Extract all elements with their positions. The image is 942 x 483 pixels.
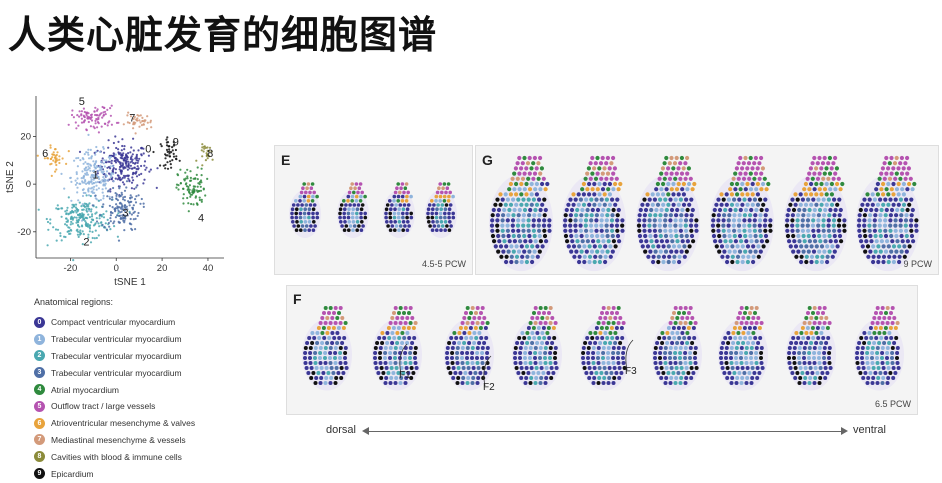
legend-swatch: 7	[34, 434, 45, 446]
tissue-section	[856, 155, 920, 272]
tissue-section	[784, 155, 848, 272]
legend-label: Trabecular ventricular myocardium	[51, 334, 182, 345]
legend-label: Mediastinal mesenchyme & vessels	[51, 434, 186, 445]
legend-item: 2 Trabecular ventricular myocardium	[34, 348, 195, 365]
legend-item: 4 Atrial myocardium	[34, 381, 195, 398]
y-tick-label: -20	[17, 227, 31, 238]
tsne-plot: -20 0 20 40 20 0 -20 tSNE 1 tSNE 2 0 1 2 3 4 5 6 7 8 9	[5, 96, 224, 288]
x-tick-label: -20	[64, 263, 78, 274]
legend-swatch: 9	[34, 468, 45, 480]
tissue-section	[489, 155, 553, 272]
legend-item: 6 Atrioventricular mesenchyme & valves	[34, 415, 195, 432]
legend-swatch: 4	[34, 384, 45, 396]
legend-item: 0 Compact ventricular myocardium	[34, 314, 195, 331]
cluster-label-9: 9	[173, 136, 179, 148]
cluster-label-6: 6	[42, 148, 48, 160]
tissue-section	[289, 182, 321, 238]
tissue-section	[444, 306, 494, 391]
y-tick-label: 20	[20, 132, 31, 143]
tissue-section	[372, 306, 422, 391]
ventral-label: ventral	[852, 424, 886, 436]
panel-f-label: F	[293, 291, 302, 307]
tissue-section	[636, 155, 700, 272]
panel-g-sections	[489, 155, 920, 272]
panel-e-sections	[289, 182, 457, 238]
panel-f: F1 F2 F3 F 6.5 PCW	[286, 285, 918, 415]
marker-arrow-icon	[483, 355, 492, 387]
panel-e: E 4.5-5 PCW	[274, 145, 473, 275]
x-tick-label: 40	[203, 263, 214, 274]
panel-e-caption: 4.5-5 PCW	[421, 259, 466, 269]
dorsal-label: dorsal	[326, 424, 356, 436]
legend: 0 Compact ventricular myocardium 1 Trabecul…	[34, 314, 195, 482]
legend-label: Epicardium	[51, 468, 94, 479]
section-marker-label: F2	[483, 382, 495, 393]
legend-swatch: 6	[34, 417, 45, 429]
tissue-section	[512, 306, 562, 391]
legend-swatch: 8	[34, 451, 45, 463]
tsne-cluster-labels: 0 1 2 3 4 5 6 7 8 9	[42, 96, 213, 249]
x-tick-label: 20	[157, 263, 168, 274]
legend-item: 9 Epicardium	[34, 465, 195, 482]
tsne-points	[36, 104, 214, 262]
x-axis-label: tSNE 1	[114, 277, 146, 288]
section-marker-label: F1	[399, 370, 411, 381]
cluster-label-0: 0	[145, 143, 151, 155]
y-tick-label: 0	[26, 179, 31, 190]
panel-f-sections: F1 F2 F3	[302, 306, 904, 393]
cluster-label-7: 7	[129, 112, 135, 124]
tissue-section	[383, 182, 415, 238]
legend-swatch: 1	[34, 333, 45, 345]
panel-f-caption: 6.5 PCW	[874, 399, 911, 409]
legend-label: Cavities with blood & immune cells	[51, 451, 182, 462]
arrow-right-icon	[841, 427, 848, 435]
cluster-label-4: 4	[198, 213, 204, 225]
legend-label: Compact ventricular myocardium	[51, 317, 176, 328]
legend-label: Atrioventricular mesenchyme & valves	[51, 418, 196, 429]
axis-line	[368, 431, 842, 432]
section-marker-label: F3	[625, 366, 637, 377]
tissue-section	[854, 306, 904, 391]
cluster-label-3: 3	[122, 208, 128, 220]
marker-arrow-icon	[399, 343, 408, 375]
legend-swatch: 2	[34, 350, 45, 362]
tissue-section	[710, 155, 774, 272]
x-tick-label: 0	[114, 263, 119, 274]
dorsal-ventral-axis: dorsal ventral	[326, 424, 886, 440]
arrow-left-icon	[362, 427, 369, 435]
tissue-section	[337, 182, 369, 238]
tissue-section	[562, 155, 626, 272]
cluster-label-1: 1	[93, 170, 99, 182]
tissue-section	[425, 182, 457, 238]
legend-title: Anatomical regions:	[34, 297, 114, 307]
legend-swatch: 3	[34, 367, 45, 379]
tissue-section	[718, 306, 768, 391]
legend-label: Trabecular ventricular myocardium	[51, 367, 182, 378]
panel-e-label: E	[281, 152, 291, 168]
tissue-section	[580, 306, 630, 391]
legend-label: Outflow tract / large vessels	[51, 401, 156, 412]
tissue-section	[302, 306, 352, 391]
marker-arrow-icon	[625, 339, 634, 371]
panel-g-caption: 9 PCW	[903, 259, 932, 269]
panel-g: G 9 PCW	[475, 145, 939, 275]
tissue-section	[652, 306, 702, 391]
legend-item: 7 Mediastinal mesenchyme & vessels	[34, 432, 195, 449]
legend-item: 3 Trabecular ventricular myocardium	[34, 364, 195, 381]
legend-label: Trabecular ventricular myocardium	[51, 350, 182, 361]
cluster-label-2: 2	[83, 236, 89, 248]
y-axis-label: tSNE 2	[5, 161, 16, 193]
tissue-section	[786, 306, 836, 391]
legend-swatch: 0	[34, 316, 45, 328]
legend-label: Atrial myocardium	[51, 384, 120, 395]
cluster-label-8: 8	[207, 148, 213, 160]
panel-g-label: G	[482, 152, 493, 168]
legend-item: 8 Cavities with blood & immune cells	[34, 448, 195, 465]
page-title: 人类心脏发育的细胞图谱	[8, 13, 438, 57]
cluster-label-5: 5	[79, 96, 85, 108]
legend-item: 1 Trabecular ventricular myocardium	[34, 331, 195, 348]
legend-swatch: 5	[34, 400, 45, 412]
legend-item: 5 Outflow tract / large vessels	[34, 398, 195, 415]
